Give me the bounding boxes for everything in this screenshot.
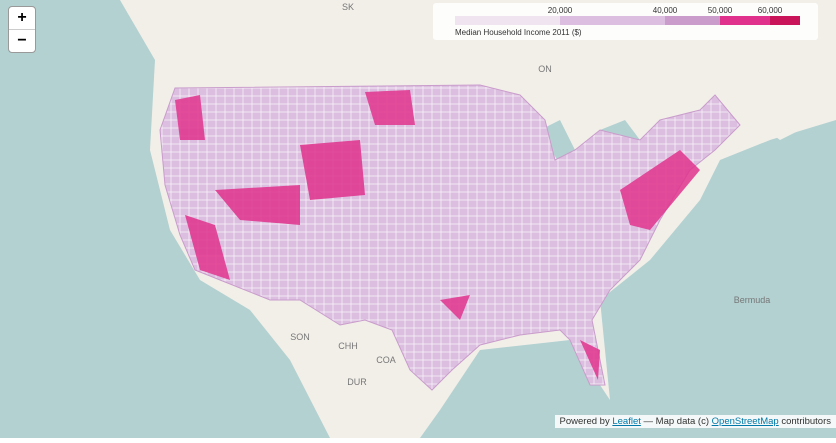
- zoom-in[interactable]: +: [9, 7, 35, 30]
- place-label: DUR: [347, 377, 367, 387]
- place-label: Bermuda: [734, 295, 771, 305]
- legend-scale: 20,000 40,000 50,000 60,000: [455, 6, 800, 25]
- legend-swatch: [770, 16, 800, 25]
- legend: 20,000 40,000 50,000 60,000 Median Househol…: [433, 3, 818, 40]
- legend-swatch: [455, 16, 560, 25]
- high-income-counties: [175, 90, 700, 380]
- legend-tick-label: 60,000: [758, 6, 783, 15]
- zoom-out[interactable]: −: [17, 32, 27, 49]
- legend-title: Median Household Income 2011 ($): [455, 28, 582, 37]
- lake: [540, 120, 640, 165]
- leaflet-link[interactable]: Leaflet: [612, 416, 641, 427]
- legend-tick-label: 40,000: [653, 6, 678, 15]
- place-label: COA: [376, 355, 396, 365]
- legend-swatch: [560, 16, 665, 25]
- place-label: ON: [538, 64, 552, 74]
- legend-swatch: [720, 16, 770, 25]
- zoom-control: + −: [8, 6, 36, 53]
- legend-swatch: [665, 16, 720, 25]
- attribution: Powered by Leaflet — Map data (c) OpenSt…: [554, 415, 836, 428]
- land: [740, 100, 820, 140]
- legend-tick-label: 20,000: [548, 6, 573, 15]
- attribution-text: — Map data (c): [643, 416, 709, 427]
- attribution-text: contributors: [781, 416, 831, 427]
- place-label: SON: [290, 332, 310, 342]
- place-label: SK: [342, 2, 354, 12]
- osm-link[interactable]: OpenStreetMap: [711, 416, 779, 427]
- legend-tick-label: 50,000: [708, 6, 733, 15]
- attribution-text: Powered by: [559, 416, 610, 427]
- place-label: CHH: [338, 341, 358, 351]
